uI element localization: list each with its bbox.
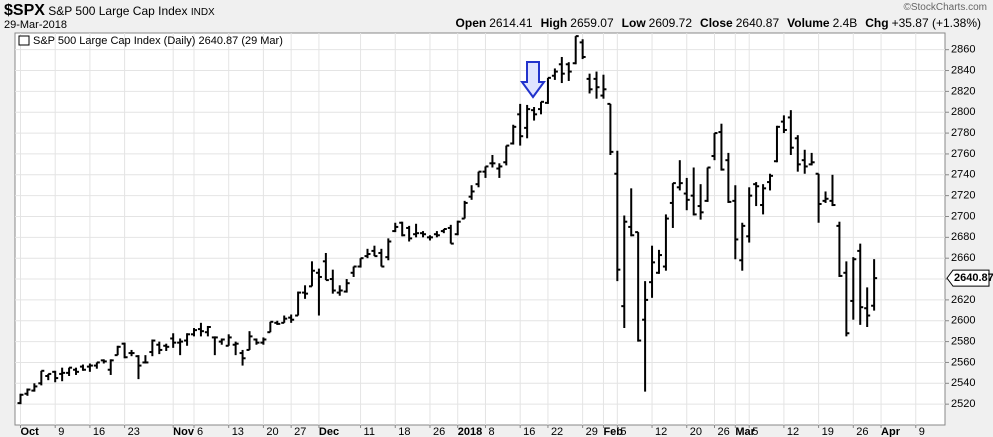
y-tick-label: 2700 bbox=[951, 210, 975, 222]
x-tick-label: 26 bbox=[718, 426, 730, 437]
y-tick-label: 2800 bbox=[951, 106, 975, 118]
x-tick-label: 11 bbox=[364, 426, 375, 437]
index-name: S&P 500 Large Cap Index bbox=[48, 4, 188, 18]
quote-label: Close bbox=[700, 16, 733, 30]
quote-label: Open bbox=[455, 16, 487, 30]
x-tick-label: 9 bbox=[58, 426, 64, 437]
x-tick-label: 16 bbox=[93, 426, 105, 437]
x-tick-label: 9 bbox=[919, 426, 925, 437]
date: 29-Mar-2018 bbox=[4, 19, 67, 31]
quote-label: Chg bbox=[865, 16, 889, 30]
x-tick-label: 22 bbox=[551, 426, 563, 437]
y-tick-label: 2560 bbox=[951, 356, 975, 368]
y-tick-label: 2680 bbox=[951, 231, 975, 243]
quote-label: High bbox=[540, 16, 568, 30]
x-tick-label: 5 bbox=[752, 426, 758, 437]
x-tick-label: 20 bbox=[690, 426, 702, 437]
x-tick-label: 5 bbox=[620, 426, 626, 437]
legend: S&P 500 Large Cap Index (Daily) 2640.87 … bbox=[33, 35, 283, 47]
y-tick-label: 2600 bbox=[951, 315, 975, 327]
quote-value: 2.4B bbox=[832, 16, 858, 30]
y-tick-label: 2720 bbox=[951, 190, 975, 202]
x-tick-label: 13 bbox=[232, 426, 244, 437]
x-tick-label: 12 bbox=[787, 426, 799, 437]
y-tick-label: 2580 bbox=[951, 336, 975, 348]
y-tick-label: 2740 bbox=[951, 169, 975, 181]
quote-label: Low bbox=[621, 16, 646, 30]
x-tick-label: Feb bbox=[603, 426, 623, 437]
y-tick-label: 2520 bbox=[951, 398, 975, 410]
legend-icon bbox=[18, 35, 30, 46]
x-tick-label: Oct bbox=[21, 426, 40, 437]
y-tick-label: 2780 bbox=[951, 127, 975, 139]
y-tick-label: 2820 bbox=[951, 85, 975, 97]
y-tick-label: 2860 bbox=[951, 44, 975, 56]
exchange: INDX bbox=[190, 7, 215, 18]
x-tick-label: Apr bbox=[881, 426, 901, 437]
title-line: $SPX S&P 500 Large Cap Index INDX bbox=[4, 2, 215, 20]
quote-value: +35.87 (+1.38%) bbox=[891, 16, 981, 30]
credit: ©StockCharts.com bbox=[903, 2, 987, 13]
x-tick-label: 6 bbox=[197, 426, 203, 437]
x-tick-label: 2018 bbox=[458, 426, 482, 437]
annotation-arrow bbox=[520, 61, 546, 99]
quote-line: Open 2614.41 High 2659.07 Low 2609.72 Close 264… bbox=[456, 16, 981, 30]
y-tick-label: 2840 bbox=[951, 64, 975, 76]
x-tick-label: 20 bbox=[266, 426, 278, 437]
x-tick-label: 23 bbox=[128, 426, 140, 437]
plot-area bbox=[14, 32, 946, 426]
y-tick-label: 2540 bbox=[951, 377, 975, 389]
y-tick-label: 2660 bbox=[951, 252, 975, 264]
x-tick-label: 18 bbox=[398, 426, 410, 437]
y-tick-label: 2620 bbox=[951, 294, 975, 306]
quote-value: 2614.41 bbox=[489, 16, 533, 30]
y-tick-label: 2760 bbox=[951, 148, 975, 160]
x-tick-label: 29 bbox=[586, 426, 598, 437]
x-tick-label: 16 bbox=[523, 426, 535, 437]
x-tick-label: 26 bbox=[856, 426, 868, 437]
x-tick-label: Nov bbox=[173, 426, 195, 437]
price-tag-label: 2640.87 bbox=[954, 272, 993, 284]
x-tick-label: 12 bbox=[655, 426, 667, 437]
quote-label: Volume bbox=[787, 16, 830, 30]
quote-value: 2640.87 bbox=[735, 16, 780, 30]
quote-value: 2609.72 bbox=[648, 16, 693, 30]
price-tag bbox=[946, 269, 990, 287]
x-tick-label: Mar bbox=[735, 426, 755, 437]
symbol: $SPX bbox=[4, 2, 45, 19]
x-tick-label: 26 bbox=[433, 426, 445, 437]
x-tick-label: 27 bbox=[294, 426, 306, 437]
x-tick-label: 8 bbox=[488, 426, 494, 437]
x-tick-label: Dec bbox=[319, 426, 339, 437]
quote-value: 2659.07 bbox=[570, 16, 614, 30]
x-tick-label: 19 bbox=[822, 426, 834, 437]
